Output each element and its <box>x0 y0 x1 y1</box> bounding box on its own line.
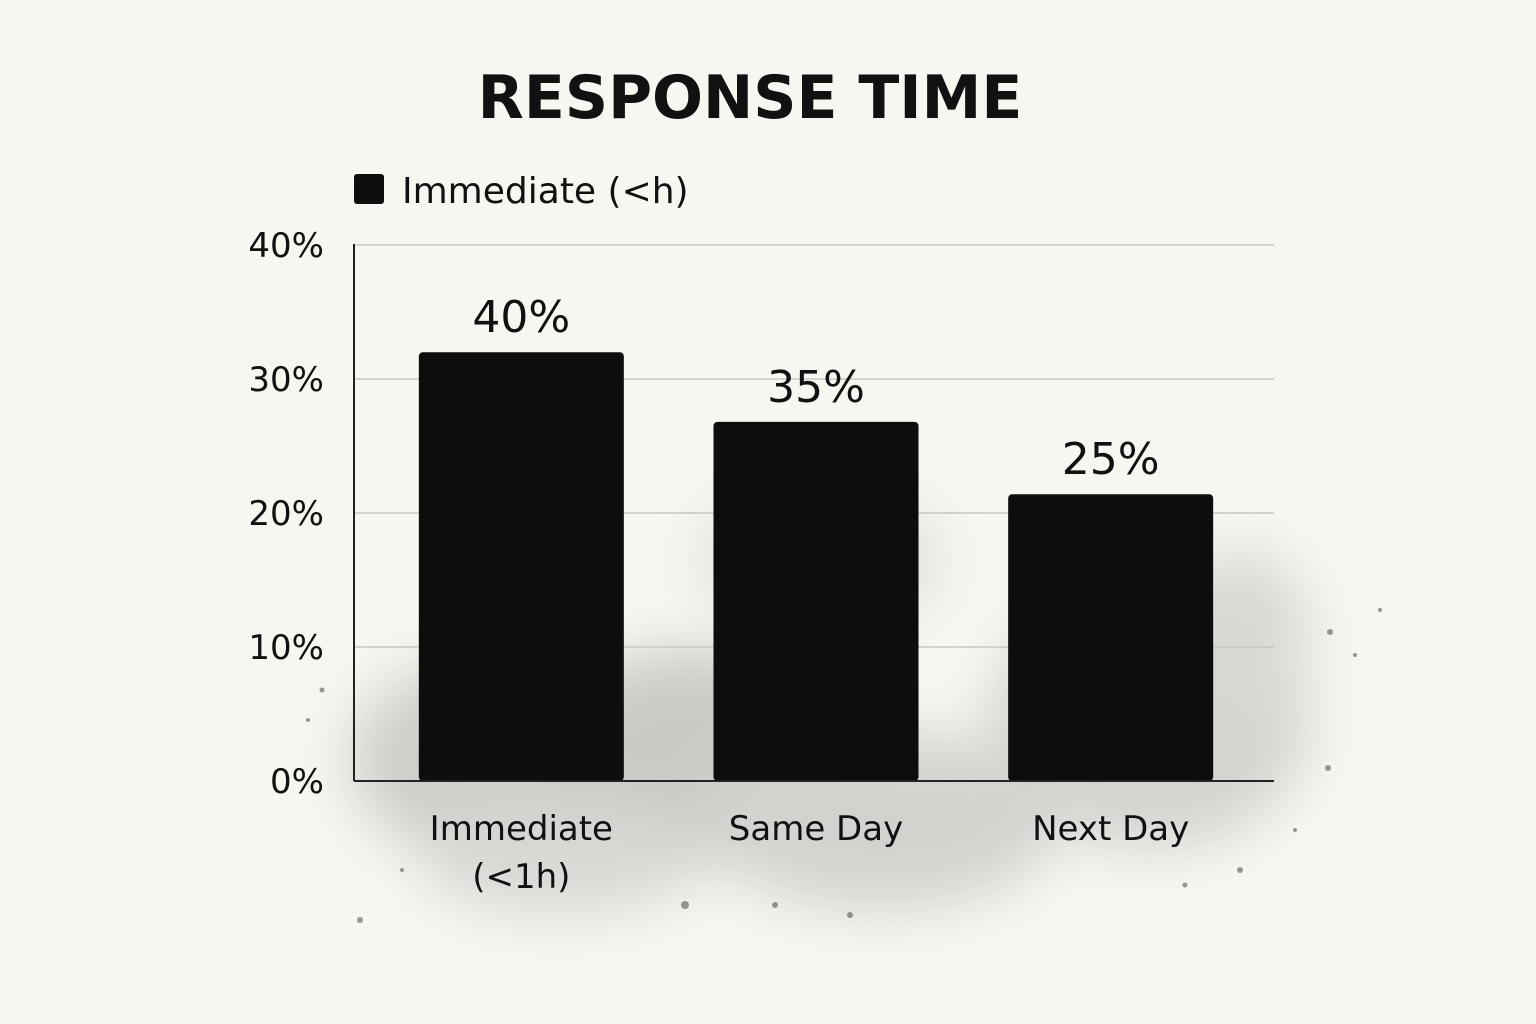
legend-label: Immediate (<h) <box>402 171 689 212</box>
ink-splatter-decoration <box>306 608 1382 923</box>
y-tick-label: 20% <box>248 494 324 534</box>
legend-swatch <box>354 174 384 204</box>
y-tick-label: 0% <box>270 762 324 802</box>
y-tick-label: 30% <box>248 360 324 400</box>
y-tick-label: 10% <box>248 628 324 668</box>
bar <box>1008 494 1214 781</box>
category-label: Same Day <box>729 809 903 849</box>
bars <box>418 352 1214 781</box>
category-label: Immediate (<1h) <box>430 809 613 897</box>
chart-title: RESPONSE TIME <box>478 63 1023 133</box>
bar-value-label: 40% <box>472 292 570 343</box>
y-tick-label: 40% <box>248 226 324 266</box>
y-axis-ticks: 0% 10% 20% 30% 40% <box>248 226 324 802</box>
bar <box>713 421 919 781</box>
bar <box>418 352 624 781</box>
category-label: Next Day <box>1032 809 1189 849</box>
bar-value-label: 25% <box>1062 434 1160 485</box>
legend: Immediate (<h) <box>354 171 689 212</box>
category-labels: Immediate (<1h) Same Day Next Day <box>430 809 1190 897</box>
bar-value-label: 35% <box>767 362 865 413</box>
data-labels: 40% 35% 25% <box>472 292 1159 485</box>
